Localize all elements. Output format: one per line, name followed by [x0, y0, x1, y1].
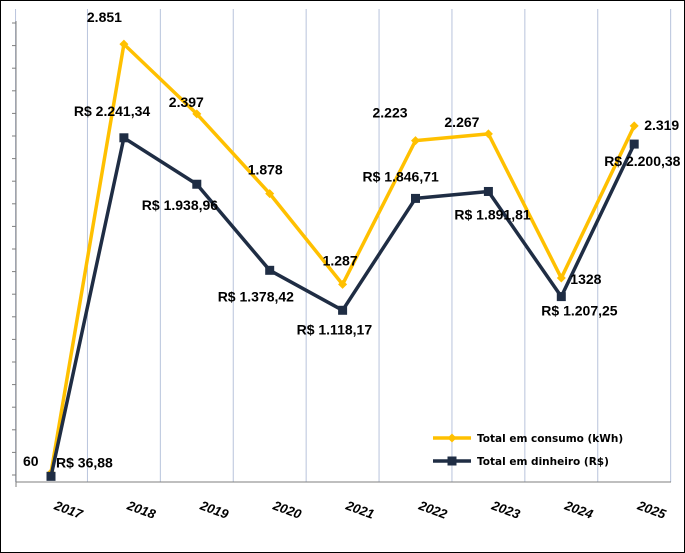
x-tick-label: 2018	[124, 497, 158, 522]
data-point-consumo	[556, 273, 566, 283]
data-point-dinheiro	[629, 139, 639, 149]
data-label-consumo: 2.319	[644, 117, 679, 133]
data-label-consumo: 1328	[570, 271, 601, 287]
data-label-dinheiro: R$ 1.938,96	[142, 197, 218, 213]
data-label-dinheiro: R$ 1.118,17	[297, 321, 373, 337]
legend-entry-dinheiro: Total em dinheiro (R$)	[477, 456, 609, 468]
data-label-consumo: 1.878	[248, 162, 283, 178]
data-point-dinheiro	[338, 305, 348, 315]
x-tick-label: 2019	[197, 497, 231, 522]
data-label-dinheiro: R$ 1.378,42	[218, 288, 294, 304]
data-point-consumo	[265, 189, 275, 199]
legend-entry-consumo: Total em consumo (kWh)	[477, 433, 623, 445]
data-label-consumo: 2.397	[169, 94, 204, 110]
data-point-consumo	[483, 129, 493, 139]
data-point-dinheiro	[411, 193, 420, 203]
data-label-dinheiro: R$ 1.207,25	[541, 303, 617, 319]
data-labels: 60 2.851 2.397 1.878 1.287 2.223 2.267 1328 2.31…	[23, 9, 681, 470]
x-tick-label: 2020	[270, 497, 304, 522]
data-label-dinheiro: R$ 2.241,34	[74, 103, 150, 119]
data-label-consumo: 2.267	[444, 114, 479, 130]
data-point-dinheiro	[556, 292, 566, 302]
data-point-consumo	[411, 136, 420, 146]
data-label-dinheiro: R$ 1.846,71	[363, 168, 439, 184]
data-label-dinheiro: R$ 1.891,81	[454, 206, 530, 222]
data-point-consumo	[192, 109, 202, 119]
data-label-consumo: 2.223	[373, 105, 408, 121]
data-label-dinheiro: R$ 2.200,38	[604, 153, 680, 169]
data-point-dinheiro	[265, 265, 275, 275]
data-label-consumo: 1.287	[323, 252, 358, 268]
data-point-consumo	[629, 121, 639, 131]
data-point-dinheiro	[192, 179, 202, 189]
legend: Total em consumo (kWh) Total em dinheiro …	[433, 433, 623, 468]
series	[46, 39, 639, 481]
legend-marker	[447, 433, 457, 443]
data-point-consumo	[338, 279, 348, 289]
data-label-dinheiro: R$ 36,88	[56, 454, 113, 470]
x-tick-label: 2024	[562, 497, 596, 522]
data-point-dinheiro	[46, 471, 56, 481]
data-label-consumo: 2.851	[87, 9, 122, 25]
x-tick-label: 2025	[635, 497, 669, 522]
gridlines	[15, 9, 672, 482]
x-tick-label: 2023	[489, 497, 523, 522]
data-point-consumo	[119, 39, 129, 49]
x-tick-label: 2021	[343, 497, 376, 521]
x-tick-label: 2017	[51, 497, 85, 522]
data-point-dinheiro	[119, 133, 129, 143]
data-label-consumo: 60	[23, 453, 39, 469]
legend-marker	[447, 456, 457, 466]
x-tick-label: 2022	[416, 497, 450, 522]
data-point-dinheiro	[483, 186, 493, 196]
